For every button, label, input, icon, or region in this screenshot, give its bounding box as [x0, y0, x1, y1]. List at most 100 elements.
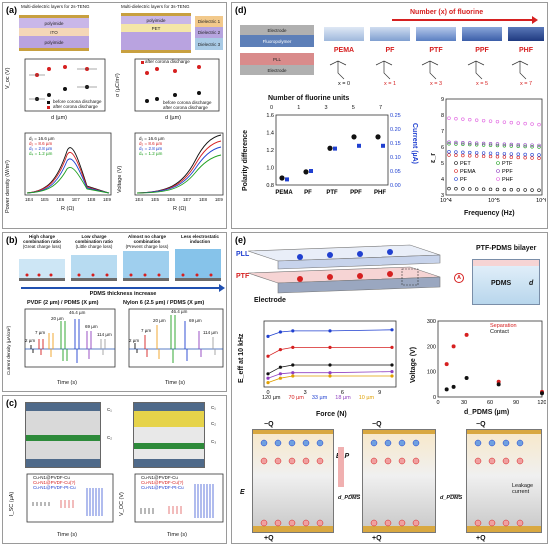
chart2-point-pet [474, 187, 479, 191]
chart2-point-pet [468, 187, 472, 191]
chart2-point-pf [481, 151, 486, 155]
chart1-ytick-right: 0.20 [390, 127, 401, 133]
power-xtick-5: 1E9 [102, 197, 111, 202]
chart1-point-polarity [303, 169, 309, 175]
chart2-point-phf [537, 122, 541, 127]
chart2-point-phf [468, 117, 472, 122]
chart2-ytick: 8 [441, 113, 444, 119]
chart2-ytick: 7 [441, 129, 444, 135]
chart2-point-pet [502, 187, 507, 192]
chart1-xtick: PTF [326, 190, 338, 196]
chart1-point-polarity [375, 134, 381, 140]
chart2-legend-marker [454, 177, 458, 181]
b-thickness-arrowhead [219, 284, 225, 292]
e-b3-dpdms: d_PDMS [440, 495, 463, 501]
chart1-xtick: PPF [350, 190, 362, 196]
d-pll: PLL [240, 53, 314, 65]
chart4-ytick: 100 [427, 370, 436, 376]
power-xlabel: R (Ω) [61, 206, 75, 212]
chart4-xtick: 0 [436, 400, 439, 406]
e-force-legend-2: 33 µm [311, 395, 328, 401]
chart2-point-phf [495, 119, 500, 124]
power-curve-d3 [26, 158, 110, 194]
chart2-point-pf [516, 152, 520, 156]
chart2-point-ptf [516, 144, 520, 148]
c-right-cap-2: C₂ [211, 421, 216, 426]
chart2-xtick: 10^6 [536, 198, 546, 204]
power-curve-d4 [26, 167, 110, 194]
chart2-point-phf [516, 121, 520, 125]
chart3-point [328, 345, 332, 349]
d-fluorine-arrow [392, 19, 534, 21]
e-b3-minus: −Q [476, 421, 486, 428]
chart2-point-ppf [530, 143, 534, 147]
e-pll-label: PLL [236, 251, 250, 258]
b-plot1-title: PVDF (2 µm) / PDMS (X µm) [27, 300, 99, 306]
chart4-point-contact [464, 376, 469, 380]
e-electrode-label: Electrode [254, 297, 286, 304]
c-right-mid-layer [134, 443, 204, 449]
chart2-legend-marker [454, 169, 458, 173]
chart2-legend-label: PET [460, 161, 471, 167]
b-plot2-label-5: 114 µm [203, 330, 218, 335]
voltage-a-xtick-1: 1E5 [150, 197, 159, 202]
d-chart2: 3 4 5 6 7 8 9 10^4 10^5 10^6 PET PEMA PF PTF PPF PHF [440, 97, 546, 204]
voltage-a-legend-d2: d₂ = 8.6 µm [139, 140, 163, 146]
panel-e-label: (e) [235, 235, 246, 245]
power-legend: d₁ = 16.6 µm d₂ = 8.6 µm d₃ = 2.8 µm d₄ … [29, 136, 55, 157]
c-left-mid-layer [26, 435, 100, 441]
e-bottom-1 [252, 429, 334, 533]
chart1-point-polarity [327, 145, 333, 151]
chart2-point-pf [468, 150, 472, 155]
chart2-legend-marker [496, 169, 500, 173]
chart2-point-pf [530, 153, 534, 157]
chart2-legend-label: PHF [502, 177, 514, 183]
layer-r-polyimide: polyimide [121, 16, 191, 24]
chart2-point-ptf [530, 145, 534, 149]
c-voc-legend-0: Cu-N1@PVDF-Cu [141, 475, 178, 480]
chart1-point-current [333, 146, 337, 151]
chart1-point-current [309, 169, 313, 173]
chart4-frame [437, 320, 543, 398]
chart1-ytick-right: 0.05 [390, 169, 401, 175]
schematic-left: polyimide ITO polyimide [19, 15, 89, 51]
e-volt-ylabel: Voltage (V) [410, 346, 417, 383]
layer-ito: ITO [19, 28, 89, 36]
chart1-point-polarity [351, 134, 357, 140]
sigma-legend-after: after corona discharge [145, 59, 190, 64]
voltage-a-xticks: 1E4 1E5 1E6 1E7 1E8 1E9 [135, 197, 223, 203]
chart1-xtick: PF [304, 190, 312, 196]
panel-e: (e) PLL PTF Electrode A PTF-PDMS bilayer… [231, 232, 548, 544]
chart3-point [266, 354, 270, 358]
e-force-legend-3: 18 µm [335, 395, 351, 401]
b-plot1-label-1: 7 µm [35, 330, 46, 335]
d-chart1-top-ticks: 0 1 3 5 7 [270, 105, 382, 111]
e-volt-chart: 0 100 200 300 0 30 60 90 120 [427, 319, 546, 406]
panel-b-label: (b) [6, 235, 18, 245]
chart2-point-ppf [468, 141, 472, 145]
panel-d-label: (d) [235, 5, 247, 15]
chart2-point-phf [461, 117, 465, 121]
power-ylabel: Power density (W/m²) [5, 160, 11, 213]
chart2-point-pf [474, 151, 479, 155]
c-left-bottom-layer [26, 459, 100, 467]
d-poly-x-3: x = 5 [475, 81, 489, 87]
chart2-point-ppf [516, 142, 520, 147]
chart2-ytick: 9 [441, 97, 444, 103]
chart1-ytick-left: 1.2 [266, 148, 274, 154]
chart3-point [390, 370, 394, 374]
chart2-point-ppf [461, 140, 465, 145]
chart4-xtick: 60 [487, 400, 493, 406]
voltage-a-plot [134, 132, 224, 196]
chart2-point-pema [461, 153, 465, 158]
layer-bottom-electrode [19, 48, 89, 51]
layer-dielectric-3: Dielectric 3 [195, 38, 223, 50]
e-bottom-2-top [363, 430, 435, 434]
chart2-point-pet [537, 188, 541, 192]
chart2-point-phf [454, 116, 458, 121]
d-poly-bar-3 [462, 27, 502, 41]
b-heading-2-t3: (Prevent charge loss) [125, 243, 169, 249]
b-heading-1: Low charge combination ratio (Little cha… [69, 234, 119, 250]
d-chart1-top-tick-0: 0 [270, 105, 274, 111]
chart4-ytick: 200 [427, 344, 436, 350]
